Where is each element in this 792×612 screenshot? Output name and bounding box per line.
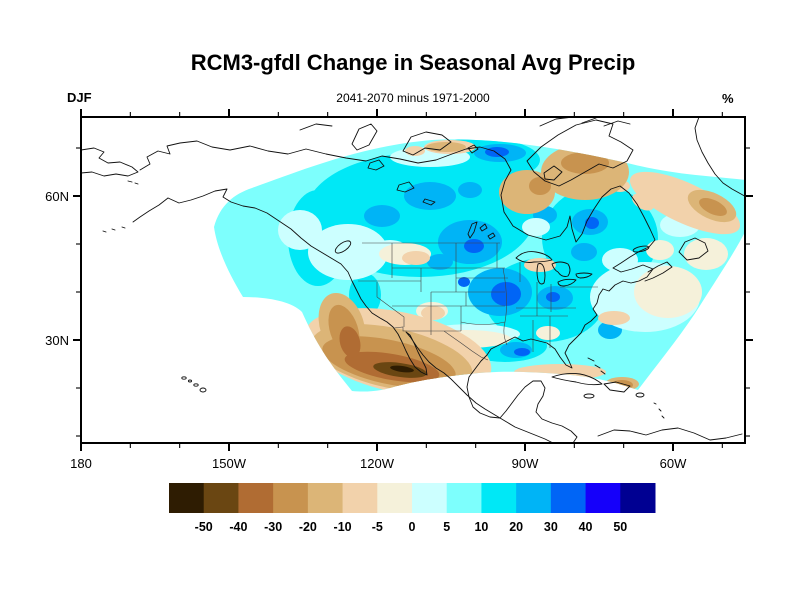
units-label: % — [722, 91, 734, 106]
island-cuba — [551, 372, 603, 386]
page-title: RCM3-gfdl Change in Seasonal Avg Precip — [190, 50, 636, 75]
colorbar-segment — [307, 483, 344, 513]
season-label: DJF — [67, 90, 92, 105]
colorbar-segment — [377, 483, 413, 513]
y-tick-label: 60N — [45, 189, 69, 204]
colorbar-label: -30 — [264, 520, 282, 534]
island-jamaica — [583, 393, 595, 399]
colorbar-label: 10 — [474, 520, 488, 534]
island-victoria — [402, 131, 452, 156]
lake-great-slave — [396, 181, 415, 193]
coastline-alaska-peninsula — [132, 197, 169, 223]
colorbar-label: 20 — [509, 520, 523, 534]
x-tick-label: 120W — [360, 456, 395, 471]
colorbar-segment — [273, 483, 309, 513]
coastline-arctic-atlantic — [139, 140, 656, 443]
lake-great-bear — [367, 159, 385, 171]
colorbar-segment — [446, 483, 482, 513]
island-baffin — [526, 119, 634, 187]
islands-aleutian — [102, 180, 139, 233]
subtitle: 2041-2070 minus 1971-2000 — [336, 91, 490, 105]
colorbar-segment — [620, 483, 656, 513]
coastline-pacific — [167, 188, 554, 443]
contour-region-below50 — [390, 365, 414, 373]
axes: 180 150W 120W 90W 60W 60N 30N — [45, 109, 753, 471]
colorbar-label: 5 — [443, 520, 450, 534]
colorbar-segment — [516, 483, 552, 513]
island-puerto-rico — [635, 392, 645, 398]
colorbar-segment — [585, 483, 621, 513]
coastline-greenland — [694, 117, 745, 197]
coastline-nova-scotia — [644, 261, 673, 282]
colorbar-label: 30 — [544, 520, 558, 534]
lake-huron — [551, 261, 571, 277]
colorbar-segment — [169, 483, 205, 513]
island-hispaniola — [603, 381, 631, 393]
colorbar: -50 -40 -30 -20 -10 -5 0 5 10 20 30 40 50 — [169, 483, 656, 534]
x-tick-label: 150W — [212, 456, 247, 471]
islands-hawaii — [181, 376, 207, 393]
islands-high-arctic — [299, 117, 631, 131]
plot-frame — [80, 116, 746, 444]
colorbar-segment — [342, 483, 378, 513]
colorbar-segment — [550, 483, 587, 513]
state-borders — [358, 242, 598, 361]
islands-bahamas — [587, 357, 606, 375]
colorbar-segment — [481, 483, 517, 513]
island-newfoundland — [678, 237, 709, 261]
colorbar-label: 40 — [579, 520, 593, 534]
island-vancouver — [334, 240, 352, 254]
lakes-manitoba — [467, 221, 496, 240]
lake-superior — [515, 251, 553, 263]
lake-ontario — [575, 272, 593, 279]
colorbar-label: -50 — [195, 520, 213, 534]
y-tick-label: 30N — [45, 333, 69, 348]
colorbar-label: -10 — [334, 520, 352, 534]
lake-erie — [557, 278, 577, 287]
coastline-south-america — [597, 427, 743, 441]
island-banks — [351, 123, 378, 151]
colorbar-label: -40 — [229, 520, 247, 534]
colorbar-segment — [203, 483, 239, 513]
lake-athabasca — [422, 198, 436, 206]
coastline-siberia — [81, 147, 139, 177]
colorbar-label: 0 — [409, 520, 416, 534]
colorbar-label: -20 — [299, 520, 317, 534]
coastlines — [81, 117, 745, 443]
colorbar-segment — [238, 483, 274, 513]
contour-region-plus30 — [458, 147, 599, 356]
x-tick-label: 60W — [660, 456, 687, 471]
x-tick-label: 180 — [70, 456, 92, 471]
colorbar-label: -5 — [372, 520, 383, 534]
island-king-william — [467, 144, 479, 154]
islands-lesser-antilles — [653, 402, 665, 419]
lake-michigan — [536, 263, 546, 285]
island-southampton — [543, 165, 563, 181]
x-tick-label: 90W — [512, 456, 539, 471]
colorbar-label: 50 — [613, 520, 627, 534]
island-anticosti — [632, 245, 650, 253]
colorbar-segment — [412, 483, 448, 513]
